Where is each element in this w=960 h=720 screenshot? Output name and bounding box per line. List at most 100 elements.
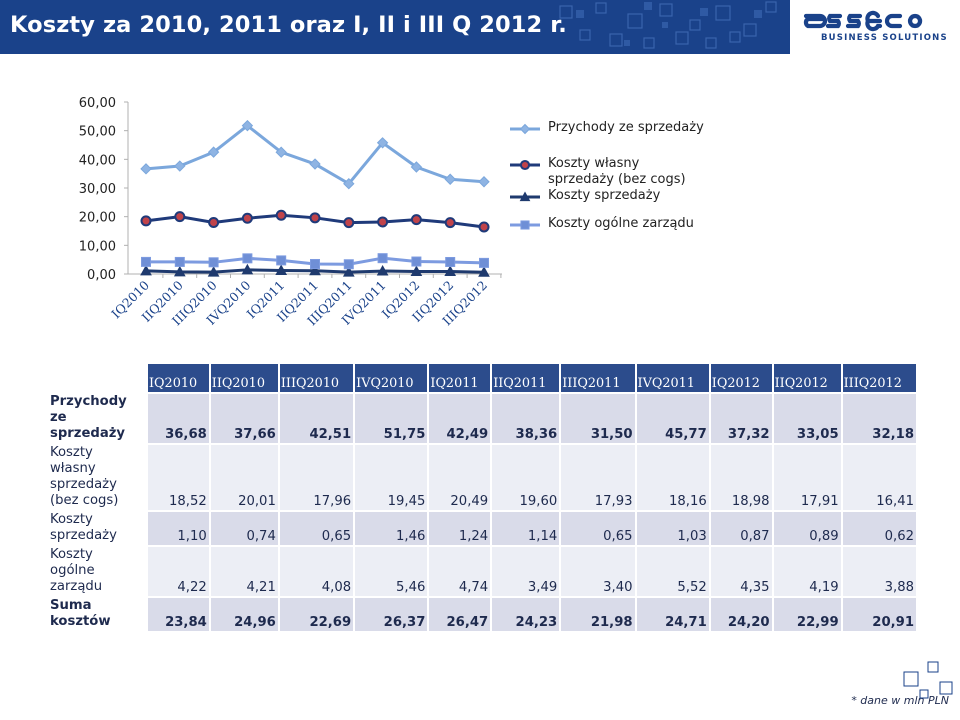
table-cell: 16,41 [842,445,916,510]
logo-subtitle: BUSINESS SOLUTIONS [821,33,948,43]
table-cell: 0,87 [710,512,772,545]
table-cell: 5,52 [636,547,709,596]
table-row: Przychody ze sprzedaży 36,68 37,66 42,51 51,75… [50,394,916,443]
footnote: * dane w mln PLN [851,694,949,707]
table-cell: 24,23 [492,598,560,631]
table-cell: 5,46 [355,547,428,596]
table-cell: 1,14 [492,512,560,545]
table-cell: 31,50 [561,394,635,443]
y-tick-label: 30,00 [79,182,116,197]
legend-label: Przychody ze sprzedaży [548,120,704,135]
table-cell: 24,71 [636,598,709,631]
column-header: IIQ2011 [492,364,560,392]
column-header: IIQ2012 [773,364,841,392]
column-header: IVQ2010 [355,364,428,392]
data-point [241,212,253,224]
data-point [275,146,287,158]
data-point [309,212,321,224]
data-point [519,159,531,171]
data-point [276,255,287,266]
data-point [479,257,489,268]
table-cell: 23,84 [148,598,209,631]
data-point [342,266,355,277]
table-cell: 4,21 [210,547,278,596]
table-cell: 38,36 [492,394,560,443]
column-header: IIIQ2011 [561,364,635,392]
data-point [310,258,320,269]
data-point [478,221,490,233]
data-point [173,265,186,277]
table-cell: 0,89 [773,512,841,545]
legend-item: Koszty własny sprzedaży (bez cogs) [510,156,708,188]
table-cell: 19,45 [355,445,428,510]
series-0 [140,119,490,190]
table-cell: 37,66 [210,394,278,443]
data-point [275,209,287,221]
line-chart: 0,0010,0020,0030,0040,0050,0060,00IQ2010… [79,96,502,328]
data-point [519,123,531,135]
data-point [445,256,456,267]
table-cell: 21,98 [561,598,635,631]
table-cell: 4,35 [710,547,772,596]
table-cell: 22,99 [773,598,841,631]
table-cell: 4,22 [148,547,209,596]
title-bar: Koszty za 2010, 2011 oraz I, II i III Q … [0,0,960,54]
data-point [410,265,423,277]
table-cell: 45,77 [636,394,709,443]
legend-item: Koszty sprzedaży [510,188,708,204]
table-cell: 4,19 [773,547,841,596]
decorative-squares-corner [903,661,953,699]
legend-swatch [510,159,540,171]
table-cell: 19,60 [492,445,560,510]
table-row: Koszty własny sprzedaży (bez cogs) 18,52 20,0… [50,445,916,510]
data-point [520,220,530,230]
table-cell: 17,96 [279,445,354,510]
data-point [444,217,456,229]
data-point [208,257,219,268]
table-cell: 32,18 [842,394,916,443]
table-cell: 26,37 [355,598,428,631]
data-point [242,253,253,264]
data-table: IQ2010 IIQ2010 IIIQ2010 IVQ2010 IQ2011 IIQ201… [48,362,918,633]
data-point [174,211,186,223]
table-cell: 0,65 [279,512,354,545]
table-cell: 1,24 [429,512,491,545]
data-point [376,265,389,276]
table-cell: 20,91 [842,598,916,631]
data-point [207,266,220,277]
column-header: IIQ2010 [210,364,278,392]
table-cell: 24,96 [210,598,278,631]
legend-label: Koszty ogólne zarządu [548,216,694,231]
data-point [141,256,151,267]
data-point [410,214,422,226]
table-cell: 24,20 [710,598,772,631]
table-cell: 1,03 [636,512,709,545]
legend-item: Przychody ze sprzedaży [510,120,708,136]
row-label: Koszty własny sprzedaży (bez cogs) [50,445,146,510]
data-point [410,161,423,173]
table-cell: 42,49 [429,394,491,443]
data-point [343,217,355,229]
row-label: Suma kosztów [50,598,146,631]
legend-swatch [510,191,540,202]
data-point [140,215,152,227]
data-point [241,119,254,132]
column-header: IQ2012 [710,364,772,392]
table-cell: 22,69 [279,598,354,631]
data-point [241,263,254,275]
table-cell: 4,08 [279,547,354,596]
data-point [140,264,152,276]
table-cell: 0,62 [842,512,916,545]
table-cell: 17,93 [561,445,635,510]
data-point [309,264,321,276]
table-cell: 33,05 [773,394,841,443]
data-point [411,256,422,267]
data-point [174,160,186,172]
series-3 [141,253,489,270]
table-corner [50,364,146,392]
data-point [519,191,531,202]
table-row: Koszty sprzedaży 1,10 0,74 0,65 1,46 1,24 1,14 0… [50,512,916,545]
data-point [140,163,152,175]
row-label: Przychody ze sprzedaży [50,394,146,443]
column-header: IIIQ2010 [279,364,354,392]
